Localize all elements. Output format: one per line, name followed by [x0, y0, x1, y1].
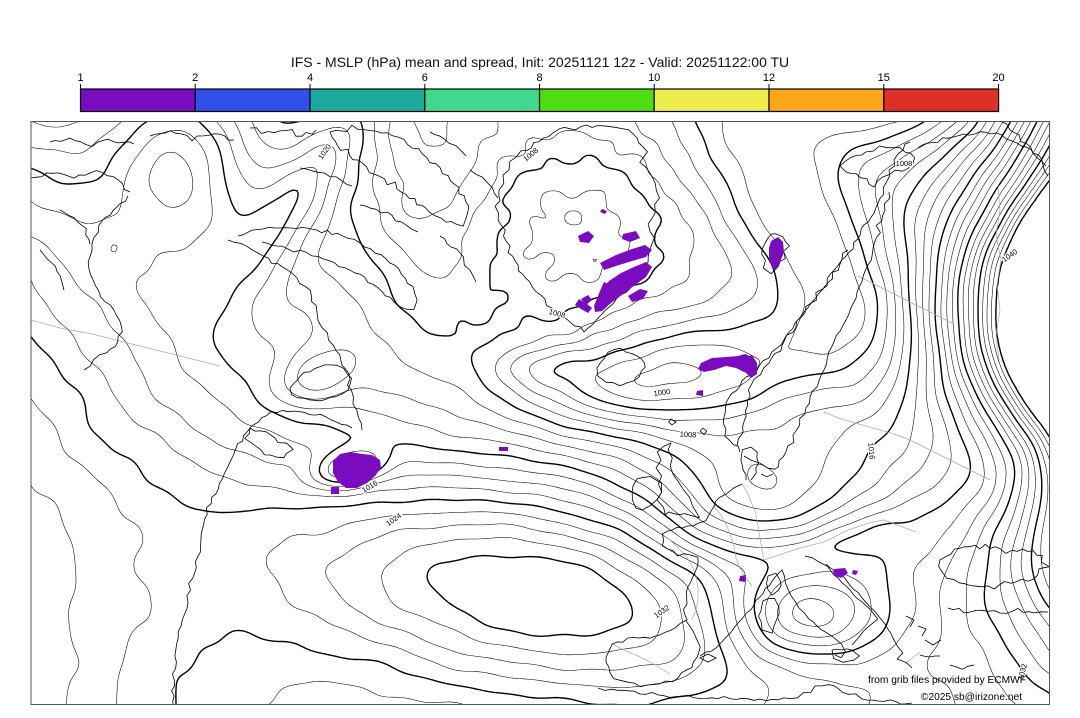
svg-text:IFS - MSLP (hPa) mean and spre: IFS - MSLP (hPa) mean and spread, Init: …	[291, 54, 789, 70]
svg-text:12: 12	[763, 72, 775, 84]
svg-text:6: 6	[422, 72, 428, 84]
svg-text:1024: 1024	[384, 511, 403, 528]
svg-text:from grib files provided by EC: from grib files provided by ECMWF	[868, 675, 1026, 686]
svg-text:1000: 1000	[653, 387, 671, 398]
svg-text:1008: 1008	[548, 307, 566, 320]
svg-text:1008: 1008	[679, 430, 696, 440]
svg-text:1032: 1032	[652, 603, 671, 620]
svg-text:©2025 sb@irizone.net: ©2025 sb@irizone.net	[921, 692, 1022, 703]
svg-text:15: 15	[878, 72, 890, 84]
svg-text:4: 4	[307, 72, 313, 84]
svg-text:20: 20	[992, 72, 1004, 84]
svg-text:1040: 1040	[1000, 247, 1019, 264]
svg-text:1008: 1008	[521, 146, 540, 164]
svg-text:1020: 1020	[316, 142, 333, 161]
svg-text:8: 8	[536, 72, 542, 84]
svg-text:1: 1	[77, 72, 83, 84]
svg-text:1016: 1016	[866, 442, 876, 459]
svg-text:1008: 1008	[896, 159, 913, 168]
svg-text:10: 10	[648, 72, 660, 84]
svg-text:2: 2	[192, 72, 198, 84]
